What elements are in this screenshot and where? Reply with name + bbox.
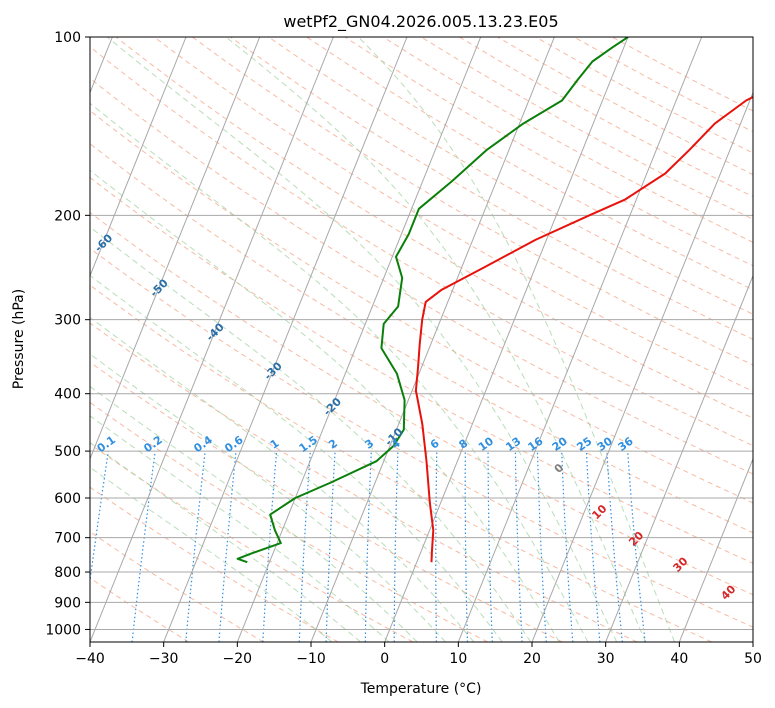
y-tick-label: 600 <box>54 491 81 507</box>
dry-adiabat-line <box>90 361 563 642</box>
y-tick-label: 700 <box>54 531 81 547</box>
x-tick-label: −10 <box>296 651 326 667</box>
moist-adiabat-line <box>90 353 446 642</box>
isotherm-line <box>163 37 408 642</box>
x-axis: −40 −30 −20 −10 0 10 20 30 40 50 <box>75 642 762 667</box>
data-lines <box>236 37 753 564</box>
dry-adiabat-line <box>90 247 753 628</box>
moist-adiabat-line <box>225 37 647 642</box>
isotherm-line <box>236 37 482 642</box>
moist-adiabat-line <box>90 415 390 642</box>
dry-adiabat-line <box>90 109 753 504</box>
y-tick-label: 900 <box>54 595 81 611</box>
isotherm-line <box>531 91 753 642</box>
mixing-ratio-line <box>585 451 601 642</box>
mixing-ratio-line <box>185 451 206 642</box>
x-tick-label: −20 <box>223 651 253 667</box>
isotherm-line <box>90 37 261 461</box>
x-tick-label: 50 <box>744 651 762 667</box>
plot-frame <box>89 36 754 643</box>
dry-adiabat-line <box>90 77 753 475</box>
dry-adiabat-line <box>90 531 264 642</box>
dry-adiabat-line <box>90 322 638 642</box>
y-tick-label: 200 <box>54 208 81 224</box>
dry-adiabat-line <box>90 284 712 642</box>
isotherm-line <box>384 37 629 642</box>
x-tick-label: −40 <box>75 651 105 667</box>
x-tick-label: −30 <box>149 651 179 667</box>
dry-adiabat-line <box>268 37 753 315</box>
isotherm-line <box>678 457 753 642</box>
y-axis-label: Pressure (hPa) <box>11 289 27 389</box>
dewpoint-profile-line <box>236 37 629 564</box>
mixing-ratio-line <box>606 451 623 642</box>
plot-area: -100-90-80-70-60-50-40-30-20-100.10.20.4… <box>90 37 753 642</box>
moist-adiabat-line <box>90 102 589 642</box>
moist-adiabat-line <box>106 37 618 642</box>
x-tick-label: 40 <box>670 651 688 667</box>
isotherm-line <box>605 274 753 642</box>
isotherm-line <box>90 37 334 642</box>
y-axis: 100 200 300 400 500 600 700 800 900 1000 <box>45 30 90 638</box>
y-tick-label: 300 <box>54 313 81 329</box>
mixing-ratio-line <box>627 451 646 642</box>
x-tick-label: 30 <box>597 651 615 667</box>
dry-adiabat-line <box>90 211 753 596</box>
chart-title: wetPf2_GN04.2026.005.13.23.E05 <box>283 12 558 32</box>
y-tick-label: 1000 <box>45 622 81 638</box>
dry-adiabat-line <box>192 37 753 366</box>
moist-adiabat-line <box>90 466 333 642</box>
x-axis-label: Temperature (°C) <box>360 681 482 697</box>
y-tick-label: 500 <box>54 444 81 460</box>
mixing-ratio-line <box>90 451 109 585</box>
moist-adiabat-line <box>90 385 418 642</box>
x-tick-label: 20 <box>523 651 541 667</box>
isotherm-line <box>90 37 187 278</box>
y-tick-label: 100 <box>54 30 81 46</box>
x-tick-label: 0 <box>380 651 389 667</box>
temperature-profile-line <box>414 95 753 563</box>
dry-adiabat-line <box>90 486 339 642</box>
isotherm-line <box>457 37 703 642</box>
mixing-ratio-line <box>218 451 237 642</box>
dry-adiabat-line <box>115 37 753 419</box>
y-tick-label: 400 <box>54 387 81 403</box>
dry-adiabat-line <box>90 401 488 642</box>
moist-adiabat-line <box>90 274 503 642</box>
isotherm-line <box>310 37 555 642</box>
y-tick-label: 800 <box>54 565 81 581</box>
moist-adiabat-line <box>358 37 676 642</box>
dry-adiabat-line <box>90 143 753 534</box>
x-tick-label: 10 <box>449 651 467 667</box>
